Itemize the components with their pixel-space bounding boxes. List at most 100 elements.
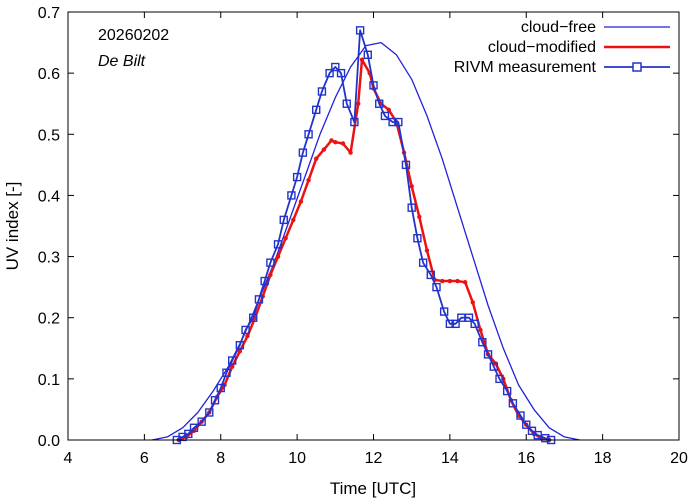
data-point-rivm-measurement bbox=[273, 240, 283, 249]
data-point-rivm-measurement bbox=[266, 258, 275, 267]
data-point-rivm-measurement bbox=[394, 117, 403, 127]
y-tick-label: 0.0 bbox=[38, 433, 60, 450]
data-point-cloud-modified bbox=[329, 138, 334, 143]
plot-frame bbox=[67, 11, 680, 441]
data-point-cloud-modified bbox=[417, 214, 422, 220]
data-point-rivm-measurement bbox=[292, 172, 302, 182]
legend-label-rivm-measurement: RIVM measurement bbox=[454, 59, 597, 76]
data-point-rivm-measurement bbox=[342, 99, 351, 108]
data-point-rivm-measurement bbox=[470, 319, 479, 329]
data-point-cloud-modified bbox=[333, 140, 338, 145]
legend-label-cloud-modified: cloud−modified bbox=[488, 39, 596, 56]
data-point-cloud-modified bbox=[314, 156, 319, 161]
data-point-rivm-measurement bbox=[388, 117, 397, 127]
data-point-rivm-measurement bbox=[317, 87, 327, 96]
data-point-cloud-modified bbox=[478, 327, 483, 333]
data-point-rivm-measurement bbox=[350, 117, 359, 127]
data-point-cloud-modified bbox=[359, 57, 365, 62]
data-point-cloud-modified bbox=[275, 254, 281, 259]
data-point-rivm-measurement bbox=[249, 313, 258, 322]
data-point-rivm-measurement bbox=[363, 50, 372, 59]
y-tick-label: 0.5 bbox=[38, 127, 60, 144]
data-point-cloud-modified bbox=[462, 280, 468, 285]
data-point-rivm-measurement bbox=[418, 258, 428, 267]
data-point-cloud-modified bbox=[237, 349, 243, 354]
data-point-rivm-measurement bbox=[522, 420, 531, 429]
data-point-rivm-measurement bbox=[464, 313, 474, 322]
data-point-rivm-measurement bbox=[331, 62, 340, 72]
y-tick-label: 0.3 bbox=[38, 250, 60, 267]
data-point-rivm-measurement bbox=[489, 362, 498, 371]
data-point-rivm-measurement bbox=[478, 337, 487, 347]
x-tick-label: 16 bbox=[517, 450, 535, 467]
annotation-location: De Bilt bbox=[98, 53, 146, 70]
data-point-rivm-measurement bbox=[516, 411, 525, 420]
data-point-cloud-modified bbox=[409, 184, 414, 189]
data-point-rivm-measurement bbox=[197, 417, 206, 426]
data-point-rivm-measurement bbox=[355, 26, 365, 35]
y-axis-title: UV index [-] bbox=[3, 182, 22, 271]
y-tick-label: 0.1 bbox=[38, 372, 60, 389]
data-point-cloud-modified bbox=[440, 278, 445, 284]
x-tick-label: 14 bbox=[441, 450, 459, 467]
data-point-rivm-measurement bbox=[325, 68, 334, 78]
data-point-cloud-modified bbox=[386, 107, 391, 113]
data-point-cloud-modified bbox=[455, 278, 460, 284]
data-point-rivm-measurement bbox=[312, 105, 321, 115]
data-point-rivm-measurement bbox=[184, 429, 193, 439]
data-point-rivm-measurement bbox=[401, 160, 411, 170]
y-tick-label: 0.7 bbox=[38, 5, 60, 22]
data-point-rivm-measurement bbox=[210, 396, 220, 405]
legend: cloud−free cloud−modified RIVM measureme… bbox=[454, 19, 670, 76]
data-point-rivm-measurement bbox=[254, 295, 264, 304]
axis-layer: 4 6 8 10 12 14 16 18 20 0.0 0.1 0.2 0.3 0.4 0.5 0.6 0.7 bbox=[38, 5, 688, 467]
x-tick-label: 18 bbox=[594, 450, 612, 467]
data-point-rivm-measurement bbox=[369, 81, 378, 90]
data-point-cloud-modified bbox=[291, 217, 296, 223]
data-point-rivm-measurement bbox=[439, 307, 449, 316]
data-point-cloud-modified bbox=[424, 248, 430, 253]
data-point-rivm-measurement bbox=[336, 68, 346, 78]
series-line-rivm-measurement bbox=[176, 29, 552, 441]
data-point-cloud-modified bbox=[298, 199, 304, 204]
data-point-rivm-measurement bbox=[445, 319, 455, 329]
y-tick-label: 0.2 bbox=[38, 311, 60, 328]
data-point-rivm-measurement bbox=[287, 191, 296, 200]
x-tick-label: 10 bbox=[288, 450, 306, 467]
data-point-rivm-measurement bbox=[235, 341, 245, 350]
x-axis-title: Time [UTC] bbox=[330, 479, 416, 498]
data-point-rivm-measurement bbox=[241, 325, 250, 335]
data-point-rivm-measurement bbox=[432, 282, 441, 292]
x-tick-label: 8 bbox=[216, 450, 225, 467]
data-point-rivm-measurement bbox=[426, 270, 435, 280]
annotation-date: 20260202 bbox=[98, 27, 169, 44]
data-point-cloud-modified bbox=[245, 333, 250, 339]
data-point-cloud-modified bbox=[268, 272, 273, 278]
data-point-rivm-measurement bbox=[205, 408, 214, 417]
y-tick-label: 0.6 bbox=[38, 66, 60, 83]
data-point-rivm-measurement bbox=[407, 203, 416, 212]
data-point-rivm-measurement bbox=[527, 426, 537, 436]
x-tick-label: 20 bbox=[670, 450, 688, 467]
data-point-rivm-measurement bbox=[189, 423, 199, 432]
data-point-rivm-measurement bbox=[508, 399, 518, 408]
data-point-rivm-measurement bbox=[260, 276, 269, 286]
data-point-rivm-measurement bbox=[228, 356, 237, 365]
data-point-rivm-measurement bbox=[222, 368, 231, 377]
data-point-rivm-measurement bbox=[216, 383, 225, 393]
data-point-cloud-modified bbox=[306, 177, 311, 183]
legend-marker-rivm-measurement bbox=[632, 62, 642, 72]
data-point-rivm-measurement bbox=[413, 234, 422, 243]
data-point-rivm-measurement bbox=[279, 215, 288, 225]
x-tick-label: 12 bbox=[365, 450, 383, 467]
data-point-rivm-measurement bbox=[541, 433, 550, 443]
x-tick-label: 4 bbox=[64, 450, 73, 467]
data-point-rivm-measurement bbox=[483, 350, 493, 359]
data-point-cloud-modified bbox=[348, 150, 353, 155]
data-point-rivm-measurement bbox=[375, 99, 384, 108]
x-tick-label: 6 bbox=[140, 450, 149, 467]
data-point-rivm-measurement bbox=[502, 386, 512, 396]
data-point-rivm-measurement bbox=[304, 130, 313, 139]
